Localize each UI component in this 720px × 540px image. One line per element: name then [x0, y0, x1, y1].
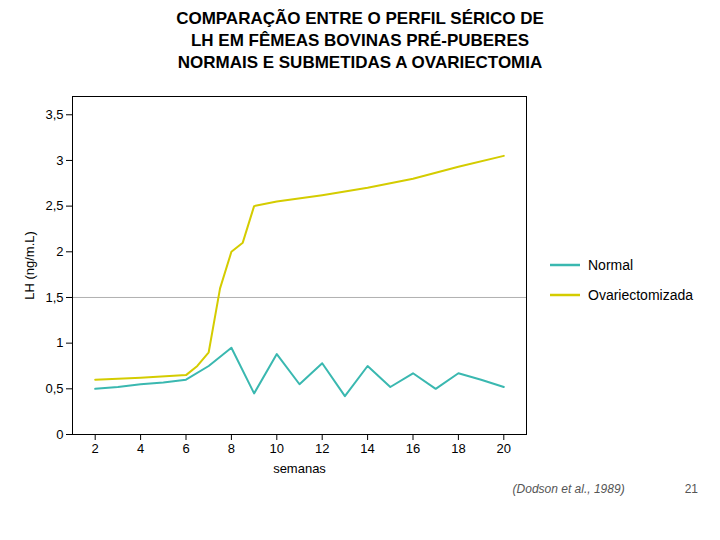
svg-text:6: 6 [182, 441, 189, 456]
html-text:NORMAIS E SUBMETIDAS A OVARIEC: NORMAIS E SUBMETIDAS A OVARIECTOMIA [177, 53, 543, 72]
svg-text:16: 16 [406, 441, 420, 456]
svg-text:3: 3 [56, 153, 63, 168]
html-text:(Dodson et al., 1989): (Dodson et al., 1989) [512, 482, 625, 496]
svg-text:8: 8 [228, 441, 235, 456]
svg-text:0: 0 [56, 427, 63, 442]
html-text:Normal: Normal [588, 257, 634, 273]
html-text:Ovariectomizada: Ovariectomizada [588, 287, 693, 303]
svg-text:1,5: 1,5 [45, 290, 63, 305]
svg-text:10: 10 [270, 441, 284, 456]
svg-text:3,5: 3,5 [45, 107, 63, 122]
svg-text:12: 12 [315, 441, 329, 456]
svg-text:2: 2 [56, 244, 63, 259]
svg-text:semanas: semanas [273, 461, 326, 476]
svg-text:0,5: 0,5 [45, 381, 63, 396]
svg-text:20: 20 [497, 441, 511, 456]
html-text:21: 21 [684, 482, 698, 496]
svg-text:2: 2 [92, 441, 99, 456]
html-text:COMPARAÇÃO ENTRE O PERFIL SÉRI: COMPARAÇÃO ENTRE O PERFIL SÉRICO DE [176, 9, 544, 28]
svg-text:4: 4 [137, 441, 144, 456]
svg-text:1: 1 [56, 335, 63, 350]
html-text:LH EM FÊMEAS BOVINAS PRÉ-PUBER: LH EM FÊMEAS BOVINAS PRÉ-PUBERES [190, 31, 530, 50]
svg-text:2,5: 2,5 [45, 198, 63, 213]
svg-text:LH (ng/m.L): LH (ng/m.L) [22, 231, 37, 300]
svg-text:18: 18 [451, 441, 465, 456]
svg-text:14: 14 [360, 441, 374, 456]
